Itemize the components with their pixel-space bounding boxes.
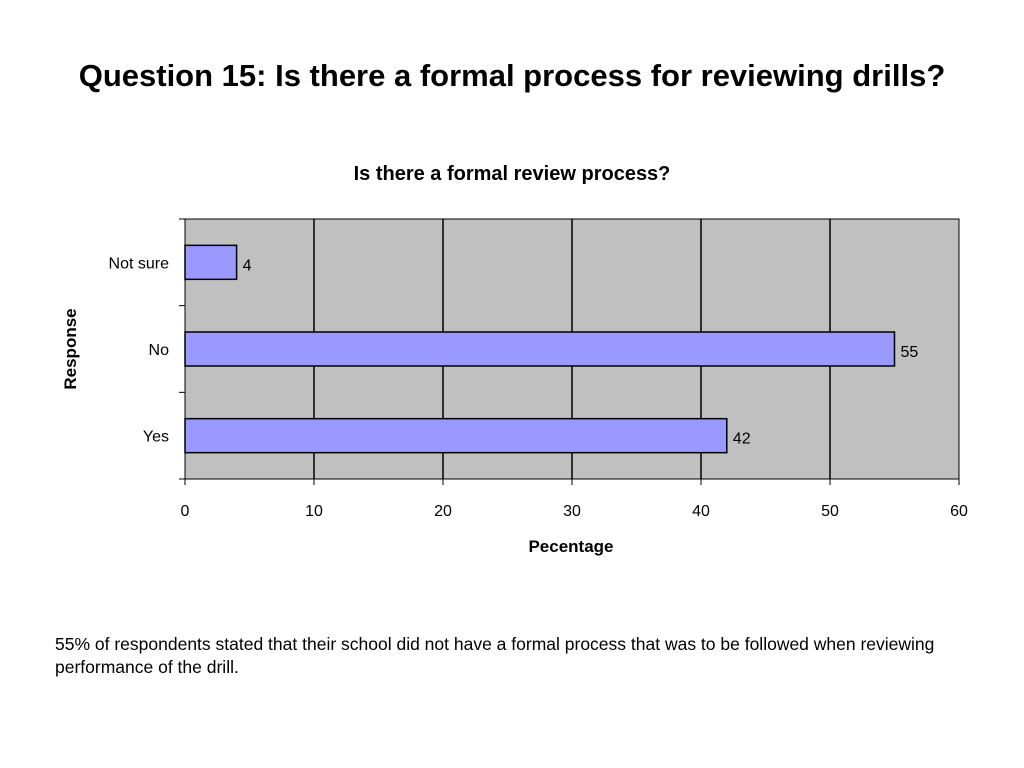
bars xyxy=(184,244,896,454)
y-axis-title: Response xyxy=(61,308,80,389)
x-axis-title: Pecentage xyxy=(528,537,613,556)
x-tick-label: 20 xyxy=(434,503,452,520)
axes xyxy=(179,218,960,485)
labels: 0 10 20 30 40 50 60 Not sure 4 No 55 Yes 42 xyxy=(109,255,968,520)
x-tick-label: 50 xyxy=(821,503,839,520)
x-tick-label: 30 xyxy=(563,503,581,520)
x-tick-label: 40 xyxy=(692,503,710,520)
category-label: No xyxy=(149,342,170,359)
data-label: 42 xyxy=(733,431,751,448)
category-label: Not sure xyxy=(109,255,170,272)
data-label: 55 xyxy=(901,344,919,361)
bar xyxy=(184,244,238,281)
bar xyxy=(184,417,728,454)
x-tick-label: 10 xyxy=(305,503,323,520)
chart-title: Is there a formal review process? xyxy=(354,163,671,185)
summary-note: 55% of respondents stated that their sch… xyxy=(55,634,935,677)
bar xyxy=(184,331,896,367)
x-tick-label: 60 xyxy=(950,503,968,520)
category-label: Yes xyxy=(143,429,169,446)
x-tick-label: 0 xyxy=(181,503,190,520)
slide-title: Question 15: Is there a formal process f… xyxy=(78,58,946,93)
data-label: 4 xyxy=(243,257,252,274)
